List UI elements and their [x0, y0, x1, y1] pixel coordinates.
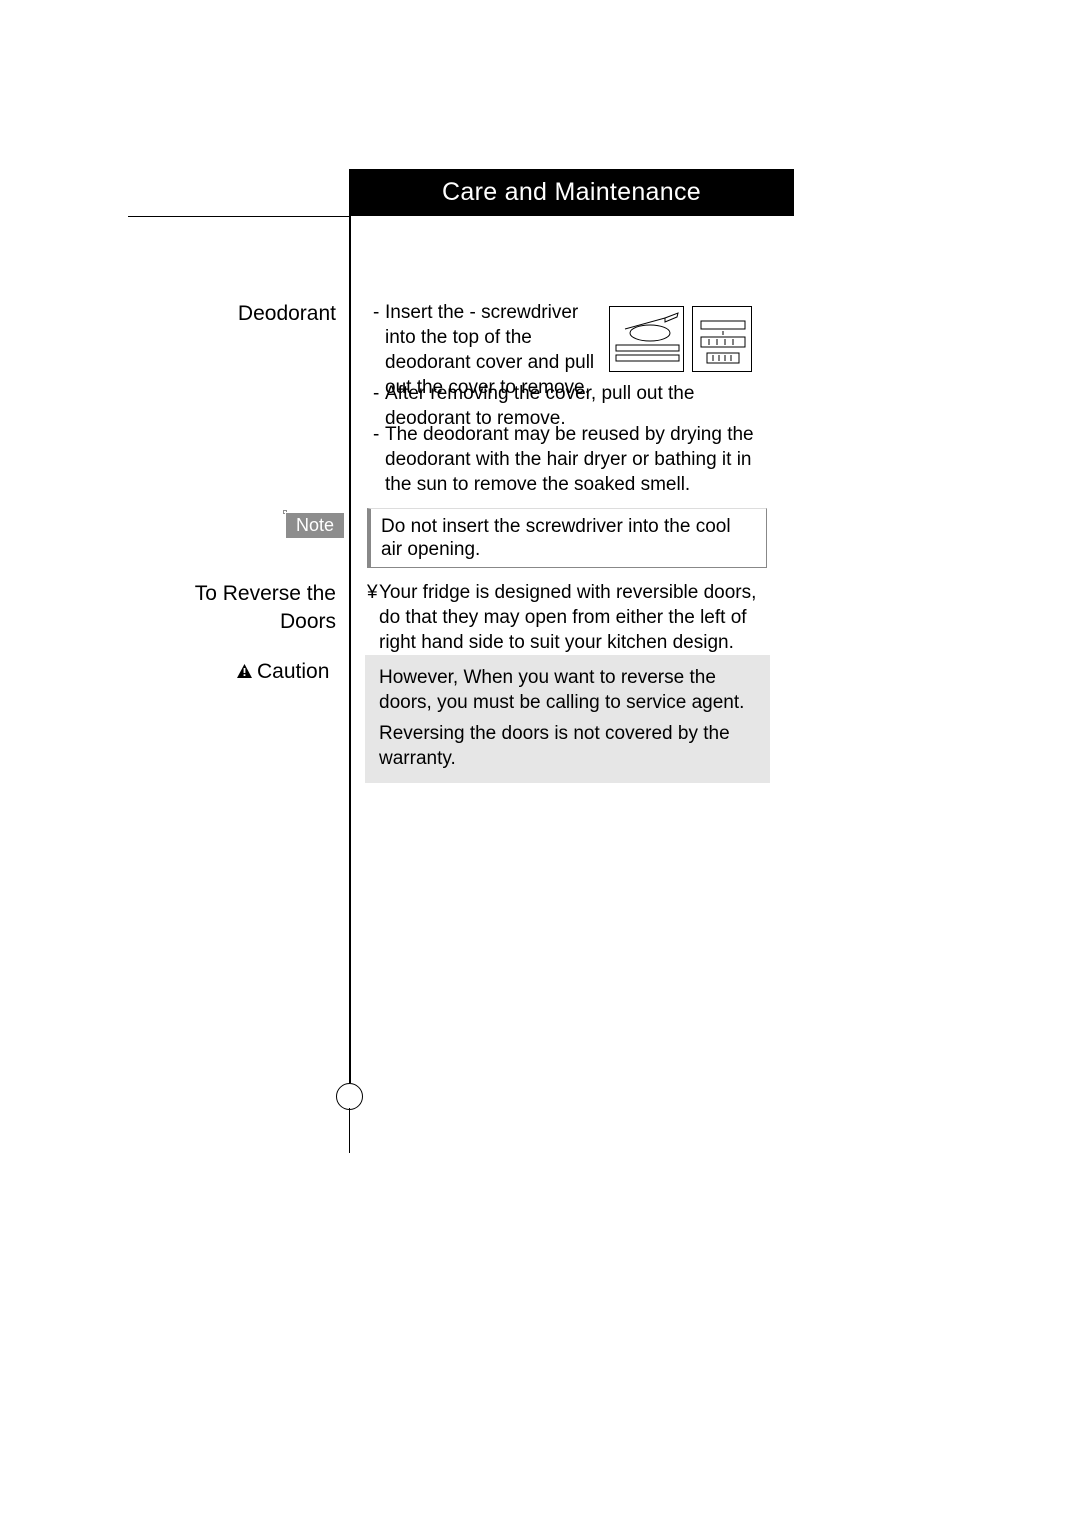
label-deodorant: Deodorant — [238, 300, 336, 328]
manual-page: Care and Maintenance Deodorant - Insert … — [0, 0, 1080, 1528]
caution-line-1: However, When you want to reverse the do… — [379, 665, 756, 715]
deodorant-illustration-1 — [609, 306, 684, 372]
label-reverse-doors: To Reverse the Doors — [195, 580, 336, 636]
deodorant-cover-drawing-icon — [610, 307, 685, 373]
warning-triangle-icon — [236, 661, 253, 685]
deodorant-unit-drawing-icon — [693, 307, 753, 373]
divider-end-circle — [336, 1083, 363, 1110]
note-tag: Note — [285, 512, 345, 539]
reverse-doors-text: ¥ Your fridge is designed with reversibl… — [367, 580, 772, 655]
caution-line-2: Reversing the doors is not covered by th… — [379, 721, 756, 771]
caution-box: However, When you want to reverse the do… — [365, 655, 770, 783]
bullet-yen-icon: ¥ — [367, 580, 379, 655]
bullet-dash-icon: - — [373, 422, 385, 497]
section-header: Care and Maintenance — [349, 169, 794, 216]
section-title: Care and Maintenance — [442, 178, 701, 207]
deodorant-illustration-2 — [692, 306, 752, 372]
note-box: Do not insert the screwdriver into the c… — [367, 508, 767, 568]
deodorant-bullet-3: - The deodorant may be reused by drying … — [373, 422, 773, 497]
vertical-divider — [349, 216, 351, 1083]
label-caution: Caution — [236, 660, 329, 685]
vertical-divider-tail — [349, 1108, 350, 1153]
header-left-rule — [128, 216, 349, 217]
note-text: Do not insert the screwdriver into the c… — [381, 516, 731, 560]
note-tag-frame: Note — [283, 510, 287, 514]
